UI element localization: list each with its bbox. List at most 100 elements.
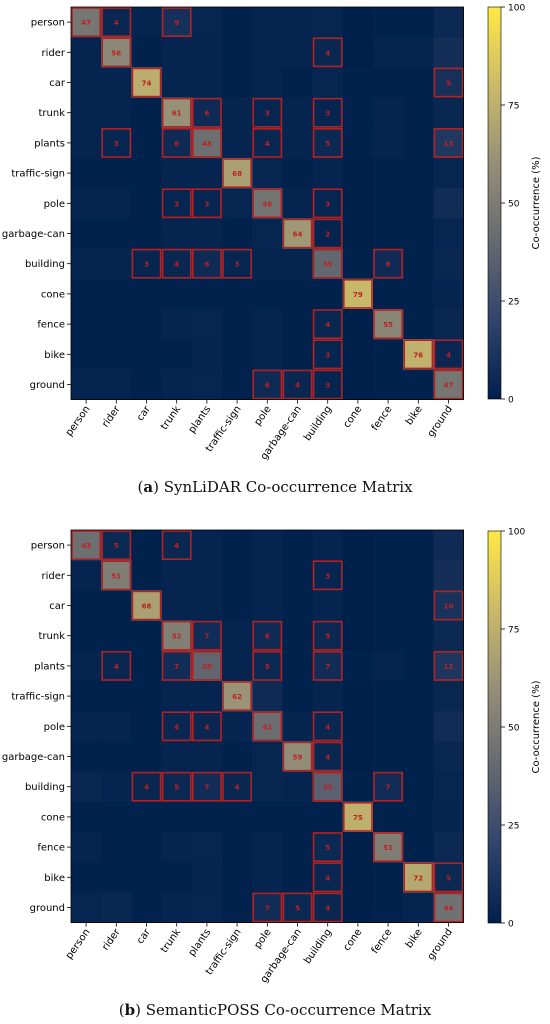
heatmap-cell bbox=[222, 801, 253, 833]
heatmap-cell bbox=[101, 67, 132, 98]
x-tick-label: fence bbox=[370, 404, 395, 433]
heatmap-cell bbox=[433, 67, 464, 98]
heatmap-cell bbox=[312, 369, 344, 400]
colorbar-tick-label: 50 bbox=[508, 724, 520, 734]
heatmap-cell bbox=[161, 620, 193, 652]
highlight-box bbox=[101, 7, 132, 38]
heatmap-cell bbox=[282, 127, 313, 159]
heatmap-cell bbox=[71, 650, 102, 682]
heatmap-cell bbox=[222, 67, 253, 98]
heatmap-cell bbox=[161, 278, 193, 310]
heatmap-cell bbox=[373, 741, 404, 772]
heatmap-cell bbox=[282, 590, 313, 621]
cell-value-label: 59 bbox=[293, 754, 303, 762]
heatmap-cell bbox=[161, 530, 193, 561]
cell-value-label: 4 bbox=[325, 874, 330, 882]
heatmap-cell bbox=[101, 37, 132, 68]
heatmap-cell bbox=[161, 7, 193, 38]
highlight-box bbox=[312, 248, 343, 279]
heatmap-cell bbox=[433, 711, 464, 742]
y-tick-label: rider bbox=[41, 48, 65, 59]
heatmap-cell bbox=[373, 248, 404, 280]
heatmap-cell bbox=[191, 650, 223, 682]
heatmap-cell bbox=[191, 67, 223, 98]
y-tick-label: cone bbox=[41, 812, 65, 823]
cell-value-label: 3 bbox=[325, 110, 330, 118]
heatmap-cell bbox=[222, 862, 253, 893]
heatmap-cell bbox=[101, 681, 132, 712]
heatmap-cell bbox=[161, 832, 193, 863]
heatmap-cell bbox=[71, 590, 102, 621]
heatmap-cell bbox=[71, 620, 102, 652]
heatmap-cell bbox=[222, 309, 253, 340]
heatmap-cell bbox=[403, 158, 434, 189]
highlight-box bbox=[282, 741, 313, 772]
heatmap-cell bbox=[342, 681, 374, 712]
heatmap-cell bbox=[282, 309, 313, 340]
cell-value-label: 68 bbox=[142, 603, 152, 611]
highlight-box bbox=[312, 128, 343, 158]
heatmap-cell bbox=[101, 97, 132, 129]
heatmap-cell bbox=[342, 560, 374, 591]
heatmap-cell bbox=[342, 620, 374, 652]
heatmap-cell bbox=[282, 97, 313, 129]
heatmap-cell bbox=[312, 530, 344, 561]
heatmap-cell bbox=[161, 309, 193, 340]
cell-value-label: 39 bbox=[323, 261, 333, 269]
heatmap-cell bbox=[101, 278, 132, 310]
heatmap-cell bbox=[433, 339, 464, 370]
heatmap-cell bbox=[71, 741, 102, 772]
heatmap-cell bbox=[373, 339, 404, 370]
heatmap-cell bbox=[433, 771, 464, 803]
heatmap-cell bbox=[101, 369, 132, 400]
highlight-box bbox=[161, 711, 192, 742]
highlight-box bbox=[131, 248, 162, 279]
highlight-box bbox=[433, 128, 464, 158]
x-tick-label: bike bbox=[404, 404, 425, 427]
y-tick-label: plants bbox=[34, 138, 65, 149]
heatmap-cell bbox=[161, 188, 193, 219]
heatmap-cell bbox=[342, 832, 374, 863]
heatmap-cell bbox=[433, 7, 464, 38]
y-tick-label: garbage-can bbox=[2, 752, 65, 763]
highlight-box bbox=[252, 188, 283, 219]
cell-value-label: 64 bbox=[293, 231, 303, 239]
y-tick-label: plants bbox=[34, 661, 65, 672]
heatmap-cell bbox=[373, 369, 404, 400]
heatmap-cell bbox=[282, 369, 313, 400]
heatmap-cell bbox=[222, 127, 253, 159]
heatmap-cell bbox=[373, 37, 404, 68]
heatmap-cell bbox=[131, 127, 162, 159]
heatmap-cell bbox=[222, 620, 253, 652]
heatmap-cell bbox=[252, 339, 283, 370]
heatmap-cell bbox=[403, 620, 434, 652]
heatmap-cell bbox=[282, 620, 313, 652]
caption-b-letter: b bbox=[124, 1001, 136, 1019]
heatmap-cell bbox=[373, 862, 404, 893]
y-tick-label: pole bbox=[44, 199, 65, 210]
heatmap-cell bbox=[433, 309, 464, 340]
heatmap-cell bbox=[342, 590, 374, 621]
heatmap-cell bbox=[161, 590, 193, 621]
heatmap-cell bbox=[252, 127, 283, 159]
cell-value-label: 4 bbox=[325, 754, 330, 762]
heatmap-cell bbox=[101, 862, 132, 893]
heatmap-cell bbox=[101, 530, 132, 561]
heatmap-cell bbox=[403, 590, 434, 621]
heatmap-cell bbox=[101, 127, 132, 159]
highlight-box bbox=[192, 188, 222, 219]
heatmap-cell bbox=[403, 832, 434, 863]
colorbar-tick-label: 100 bbox=[508, 4, 525, 14]
heatmap-cell bbox=[222, 560, 253, 591]
heatmap-cell bbox=[131, 832, 162, 863]
y-tick-label: bike bbox=[44, 873, 65, 884]
heatmap-cell bbox=[131, 741, 162, 772]
heatmap-cell bbox=[282, 218, 313, 249]
heatmap-cell bbox=[101, 248, 132, 280]
heatmap-cell bbox=[131, 590, 162, 621]
y-tick-label: garbage-can bbox=[2, 229, 65, 240]
heatmap-cell bbox=[131, 560, 162, 591]
heatmap-cell bbox=[252, 37, 283, 68]
heatmap-cell bbox=[433, 530, 464, 561]
heatmap-cell bbox=[433, 218, 464, 249]
